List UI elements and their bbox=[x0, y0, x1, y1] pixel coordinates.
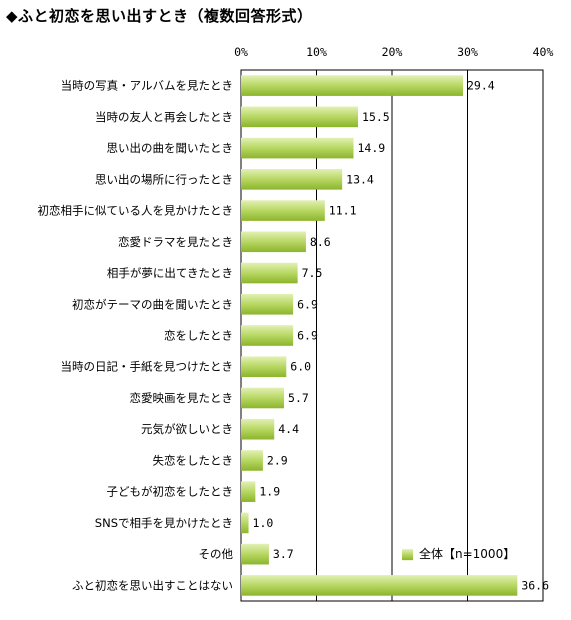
bar bbox=[241, 293, 294, 315]
bar bbox=[241, 325, 294, 346]
category-label: SNSで相手を見かけたとき bbox=[95, 516, 233, 530]
category-label: 思い出の場所に行ったとき bbox=[95, 172, 233, 186]
data-label: 13.4 bbox=[346, 172, 374, 186]
category-label: 恋愛ドラマを見たとき bbox=[118, 235, 233, 249]
legend-label: 全体【n=1000】 bbox=[419, 546, 515, 561]
data-label: 3.7 bbox=[273, 547, 294, 561]
data-label: 14.9 bbox=[357, 141, 385, 155]
category-label: 子どもが初恋をしたとき bbox=[107, 485, 234, 499]
bar bbox=[241, 543, 269, 565]
x-tick-label: 20% bbox=[382, 45, 403, 59]
category-label: 相手が夢に出てきたとき bbox=[107, 266, 233, 280]
data-label: 11.1 bbox=[329, 204, 357, 218]
category-label: 初恋相手に似ている人を見かけたとき bbox=[38, 204, 234, 218]
category-label: 恋愛映画を見たとき bbox=[130, 391, 234, 405]
bar bbox=[241, 169, 343, 190]
bar bbox=[241, 231, 306, 253]
bar bbox=[241, 387, 285, 409]
x-tick-label: 0% bbox=[234, 45, 248, 59]
x-tick-label: 30% bbox=[457, 45, 478, 59]
data-label: 7.5 bbox=[302, 266, 323, 280]
data-label: 6.9 bbox=[297, 329, 318, 343]
category-label: 元気が欲しいとき bbox=[141, 422, 233, 436]
x-tick-label: 10% bbox=[306, 45, 327, 59]
bar bbox=[241, 106, 359, 128]
bar bbox=[241, 356, 287, 378]
data-label: 1.0 bbox=[253, 516, 274, 530]
category-label: 恋をしたとき bbox=[164, 329, 233, 343]
bar bbox=[241, 262, 298, 284]
bar bbox=[241, 481, 256, 502]
x-tick-label: 40% bbox=[533, 45, 554, 59]
bar bbox=[241, 418, 275, 440]
category-label: 初恋がテーマの曲を聞いたとき bbox=[72, 297, 233, 311]
data-label: 1.9 bbox=[259, 485, 280, 499]
bar bbox=[241, 575, 518, 596]
category-label: 当時の日記・手紙を見つけたとき bbox=[61, 360, 234, 374]
data-label: 8.6 bbox=[310, 235, 331, 249]
category-label: 当時の写真・アルバムを見たとき bbox=[61, 79, 233, 93]
legend-swatch bbox=[402, 549, 413, 561]
category-label: その他 bbox=[199, 547, 234, 561]
data-label: 6.9 bbox=[297, 297, 318, 311]
data-label: 15.5 bbox=[362, 110, 390, 124]
bar bbox=[241, 137, 354, 159]
chart-title: ◆ふと初恋を思い出すとき（複数回答形式） bbox=[6, 7, 313, 25]
data-label: 2.9 bbox=[267, 453, 288, 467]
data-label: 6.0 bbox=[290, 360, 311, 374]
bar bbox=[241, 450, 263, 471]
data-label: 29.4 bbox=[467, 79, 495, 93]
data-label: 5.7 bbox=[288, 391, 309, 405]
data-label: 4.4 bbox=[278, 422, 299, 436]
data-label: 36.6 bbox=[521, 578, 549, 592]
bar bbox=[241, 75, 463, 96]
bar bbox=[241, 512, 249, 534]
category-label: 失恋をしたとき bbox=[153, 453, 234, 467]
bar bbox=[241, 200, 325, 221]
category-label: 当時の友人と再会したとき bbox=[95, 110, 233, 124]
category-label: ふと初恋を思い出すことはない bbox=[72, 578, 233, 592]
category-label: 思い出の曲を聞いたとき bbox=[107, 141, 234, 155]
